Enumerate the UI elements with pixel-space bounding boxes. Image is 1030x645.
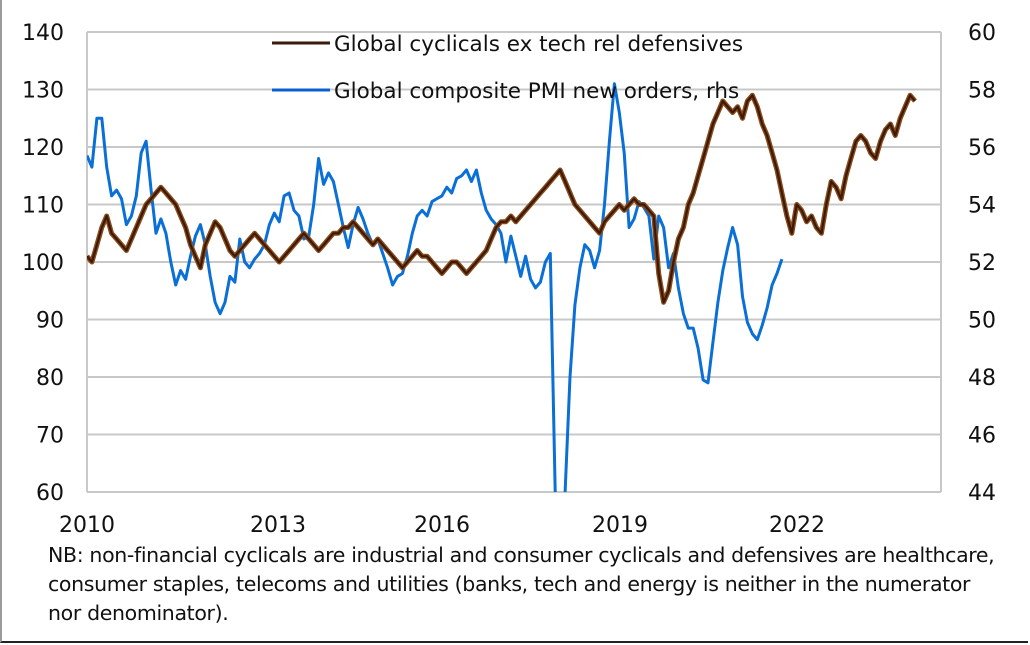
y2-tick-label: 52 bbox=[968, 251, 996, 276]
right-axis-ticks: 44 46 48 50 52 54 56 58 60 bbox=[968, 21, 996, 506]
y2-tick-label: 46 bbox=[968, 424, 996, 449]
x-tick-label: 2016 bbox=[414, 513, 470, 538]
y-tick-label: 120 bbox=[22, 136, 64, 161]
y-tick-label: 70 bbox=[36, 424, 64, 449]
y-tick-label: 110 bbox=[22, 194, 64, 219]
gridlines bbox=[86, 31, 942, 493]
y2-tick-label: 56 bbox=[968, 136, 996, 161]
x-tick-label: 2019 bbox=[592, 513, 648, 538]
y2-tick-label: 60 bbox=[968, 21, 996, 46]
y-tick-label: 140 bbox=[22, 21, 64, 46]
series-line-cyclicals bbox=[87, 94, 916, 304]
y-tick-label: 100 bbox=[22, 251, 64, 276]
x-tick-label: 2022 bbox=[769, 513, 825, 538]
left-axis-ticks: 60 70 80 90 100 110 120 130 140 bbox=[22, 21, 64, 506]
x-tick-label: 2013 bbox=[250, 513, 306, 538]
y-tick-label: 60 bbox=[36, 481, 64, 506]
series-line-cyclicals-halo bbox=[87, 92, 917, 305]
y-tick-label: 130 bbox=[22, 79, 64, 104]
y2-tick-label: 50 bbox=[968, 309, 996, 334]
x-axis-ticks: 2010 2013 2016 2019 2022 bbox=[59, 513, 825, 538]
y2-tick-label: 48 bbox=[968, 366, 996, 391]
legend-label-pmi: Global composite PMI new orders, rhs bbox=[334, 79, 739, 104]
footnote: NB: non-financial cyclicals are industri… bbox=[48, 543, 995, 625]
x-tick-label: 2010 bbox=[59, 513, 115, 538]
legend: Global cyclicals ex tech rel defensives … bbox=[272, 32, 743, 104]
y2-tick-label: 58 bbox=[968, 79, 996, 104]
series-line-pmi bbox=[87, 82, 784, 492]
y2-tick-label: 54 bbox=[968, 194, 996, 219]
legend-label-cyclicals: Global cyclicals ex tech rel defensives bbox=[334, 32, 743, 57]
series-lines bbox=[87, 82, 917, 492]
y-tick-label: 90 bbox=[36, 309, 64, 334]
line-chart: 60 70 80 90 100 110 120 130 140 44 46 48 50 52 54 56 58… bbox=[22, 21, 996, 538]
y2-tick-label: 44 bbox=[968, 481, 996, 506]
y-tick-label: 80 bbox=[36, 366, 64, 391]
